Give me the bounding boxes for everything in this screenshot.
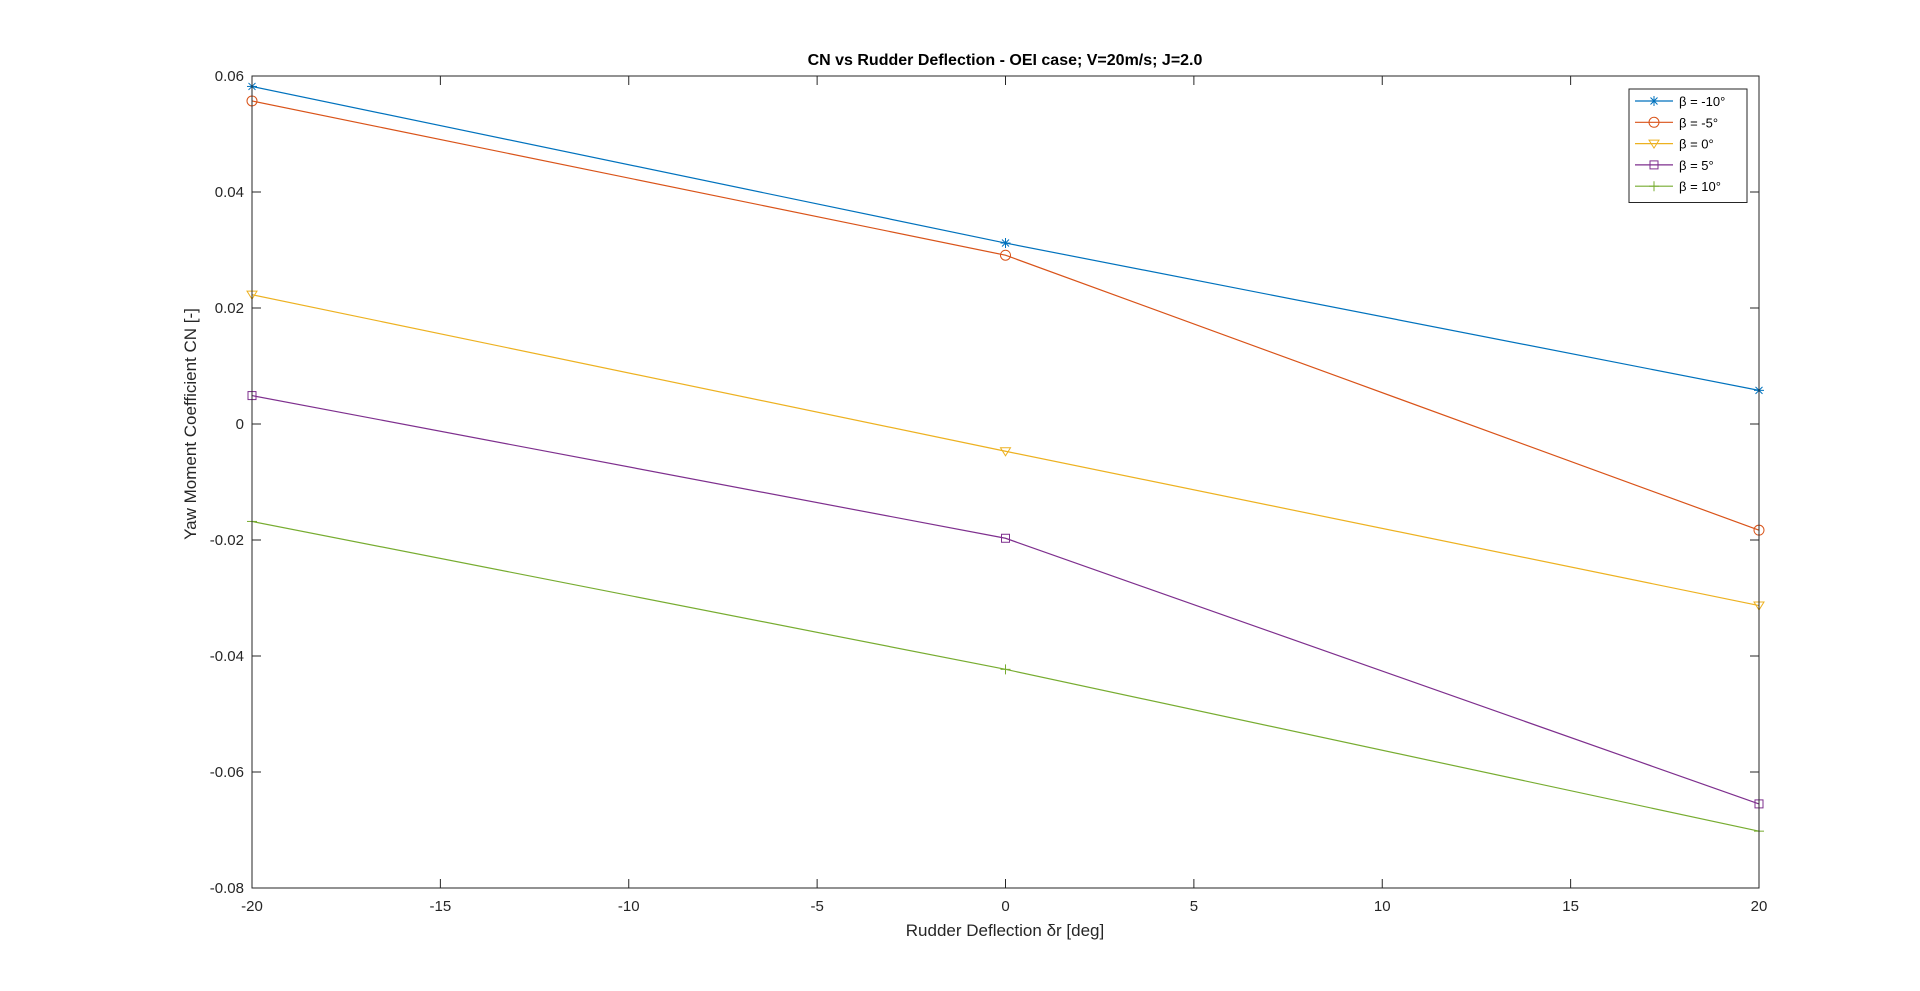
- marker-shape: [1001, 239, 1010, 247]
- legend-label: β = 0°: [1679, 137, 1714, 152]
- chart-title: CN vs Rudder Deflection - OEI case; V=20…: [808, 52, 1203, 69]
- x-tick-label: 0: [1001, 898, 1009, 915]
- legend-label: β = -5°: [1679, 115, 1718, 130]
- x-tick-label: -10: [618, 898, 640, 915]
- x-tick-label: 20: [1751, 898, 1768, 915]
- axes-layer: -20 -15 -10 -5 0 5 10 15 20 0.06 0.04 0.02 0 -0.02 -0.…: [210, 68, 1768, 915]
- marker-shape: [1650, 97, 1658, 105]
- data-point: [1000, 664, 1011, 675]
- x-tick-label: 15: [1562, 898, 1579, 915]
- legend-box: [1628, 88, 1748, 203]
- y-tick-label: -0.08: [210, 880, 244, 897]
- legend-marker: [1649, 160, 1659, 170]
- data-point: [1001, 533, 1010, 543]
- x-tick-label: 5: [1190, 898, 1198, 915]
- x-tick-label: -15: [430, 898, 452, 915]
- marker-shape: [1648, 139, 1660, 150]
- legend-item: β = 10°: [1635, 179, 1721, 194]
- legend: β = -10° β = -5° β = 0° β = 5° β = 10°: [1628, 88, 1748, 203]
- series-line: [251, 394, 1760, 805]
- series-line: [251, 100, 1760, 531]
- plot-background: [252, 76, 1759, 888]
- legend-marker: [1648, 116, 1660, 128]
- series-line: [251, 294, 1760, 607]
- data-point: [1000, 249, 1011, 261]
- legend-label: β = -10°: [1679, 94, 1725, 109]
- marker-shape: [1001, 533, 1010, 543]
- x-tick-label: 10: [1374, 898, 1391, 915]
- y-tick-label: -0.02: [210, 532, 244, 549]
- legend-item: β = 5°: [1635, 158, 1714, 173]
- marker-shape: [999, 447, 1012, 457]
- legend-label: β = 5°: [1679, 158, 1714, 173]
- y-tick-label: 0.04: [215, 184, 244, 201]
- x-tick-label: -5: [810, 898, 823, 915]
- x-axis-label: Rudder Deflection δr [deg]: [906, 921, 1104, 940]
- legend-item: β = -5°: [1635, 115, 1718, 130]
- data-point: [999, 447, 1012, 457]
- y-tick-label: -0.06: [210, 764, 244, 781]
- legend-marker: [1648, 139, 1660, 150]
- x-tick-label: -20: [241, 898, 263, 915]
- plot-area: [252, 76, 1759, 888]
- marker-shape: [1000, 249, 1011, 261]
- y-tick-label: -0.04: [210, 648, 244, 665]
- y-axis-label: Yaw Moment Coefficient CN [-]: [181, 308, 200, 540]
- y-tick-label: 0.02: [215, 300, 244, 317]
- legend-label: β = 10°: [1679, 179, 1721, 194]
- legend-item: β = 0°: [1635, 137, 1714, 152]
- marker-shape: [1648, 116, 1660, 128]
- y-tick-label: 0.06: [215, 68, 244, 85]
- legend-item: β = -10°: [1635, 94, 1725, 109]
- marker-shape: [1649, 160, 1659, 170]
- series-layer: [246, 81, 1765, 837]
- data-point: [1000, 238, 1011, 249]
- legend-marker: [1649, 181, 1659, 192]
- y-tick-label: 0: [236, 416, 244, 433]
- legend-marker: [1649, 96, 1659, 106]
